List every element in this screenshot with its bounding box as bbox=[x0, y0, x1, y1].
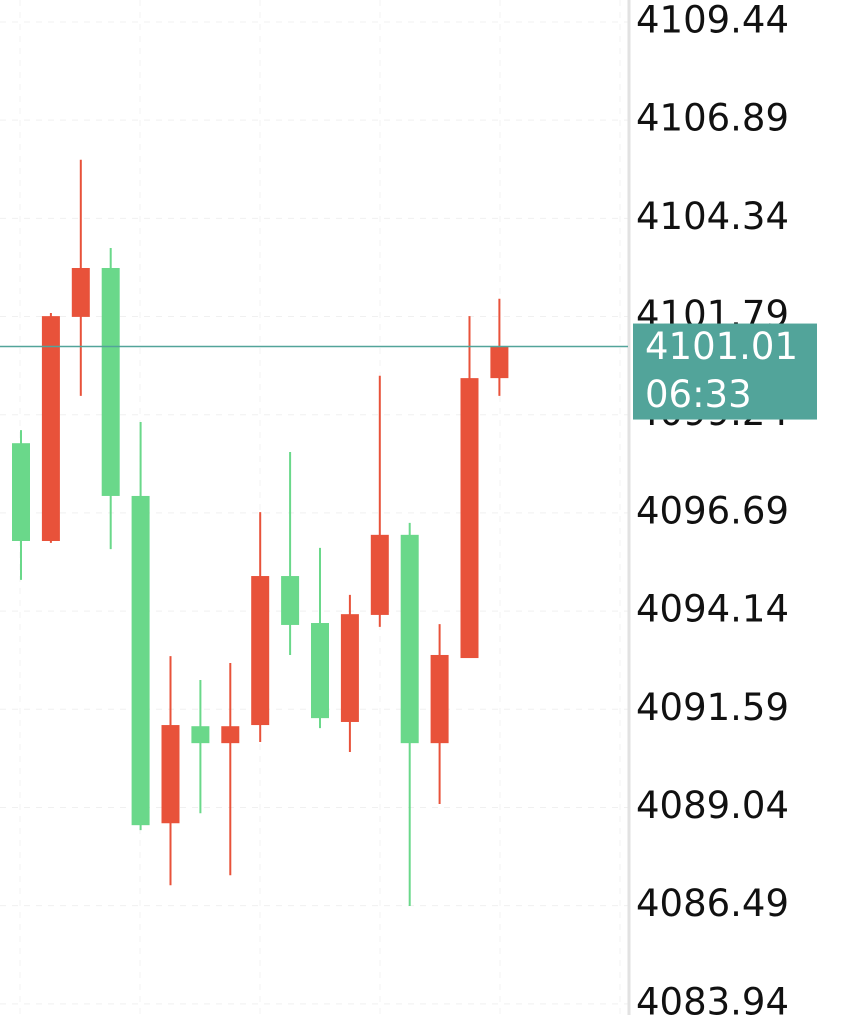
candle-body bbox=[71, 267, 90, 317]
y-tick-label: 4104.34 bbox=[636, 195, 789, 238]
candle-body bbox=[221, 726, 240, 744]
y-tick-label: 4106.89 bbox=[636, 97, 789, 140]
candle-body bbox=[490, 346, 509, 379]
last-price-label: 4101.01 bbox=[645, 325, 798, 368]
candle-body bbox=[161, 725, 180, 824]
y-tick-label: 4094.14 bbox=[636, 588, 789, 631]
y-tick-label: 4096.69 bbox=[636, 489, 789, 532]
candle-body bbox=[191, 726, 210, 744]
y-tick-label: 4109.44 bbox=[636, 0, 789, 41]
y-tick-label: 4091.59 bbox=[636, 686, 789, 729]
candle-body bbox=[430, 654, 449, 744]
candle-body bbox=[41, 316, 60, 541]
candle-body bbox=[12, 443, 30, 541]
candle-body bbox=[460, 378, 479, 659]
candle-body bbox=[311, 623, 329, 719]
last-price: 4101.01 06:33 bbox=[0, 323, 817, 420]
y-tick-label: 4089.04 bbox=[636, 784, 789, 827]
y-axis: 4109.444106.894104.344101.794099.244096.… bbox=[636, 0, 789, 1015]
candle-body bbox=[131, 495, 150, 826]
candle-body bbox=[370, 534, 389, 615]
last-price-box bbox=[633, 323, 817, 420]
y-tick-label: 4086.49 bbox=[636, 882, 789, 925]
candles bbox=[12, 159, 509, 907]
candle-body bbox=[281, 576, 300, 625]
y-tick-label: 4083.94 bbox=[636, 980, 789, 1015]
candle-body bbox=[400, 534, 419, 744]
candle-body bbox=[101, 267, 120, 496]
candle-body bbox=[340, 614, 359, 722]
candle-body bbox=[251, 576, 270, 726]
countdown-label: 06:33 bbox=[645, 373, 752, 416]
